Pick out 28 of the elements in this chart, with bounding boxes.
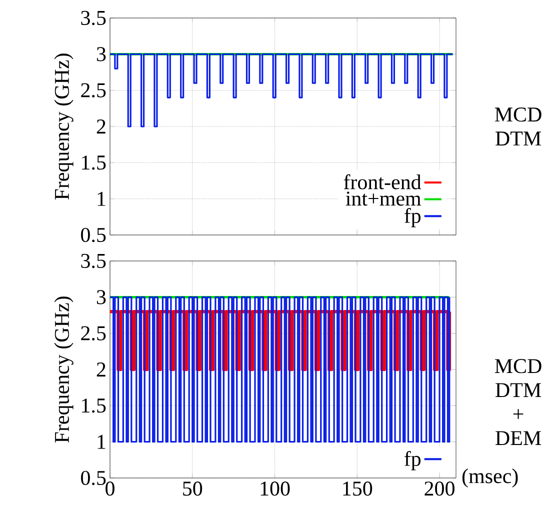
x-axis-title: (msec) <box>462 468 518 488</box>
y-tick-label: 2.5 <box>81 326 106 340</box>
y-tick-label: 0.5 <box>81 228 106 242</box>
y-tick-label: 2 <box>96 120 106 134</box>
y-tick-label: 1.5 <box>82 156 106 170</box>
y-tick-label: 3.5 <box>81 10 106 26</box>
legend-label: fp <box>404 450 421 470</box>
y-axis-title: Frequency (GHz) <box>54 296 74 443</box>
text: MCD DTM <box>494 108 542 146</box>
legend-label: fp <box>404 208 421 228</box>
y-tick-label: 2 <box>96 362 106 376</box>
text: MCD DTM + DEM <box>494 359 542 446</box>
x-tick-label: 50 <box>183 482 202 496</box>
x-tick-label: 200 <box>424 482 454 496</box>
x-tick-label: 100 <box>260 482 290 496</box>
x-tick-label: 0 <box>106 482 114 496</box>
y-tick-label: 2.5 <box>81 83 106 98</box>
legend-label: int+mem <box>346 192 422 206</box>
y-tick-label: 1 <box>98 434 106 449</box>
y-tick-label: 1.5 <box>82 398 106 413</box>
x-tick-label: 150 <box>343 482 372 496</box>
y-axis-title: Frequency (GHz) <box>54 54 74 200</box>
legend-label: front-end <box>344 174 422 190</box>
y-tick-label: 1 <box>98 192 106 206</box>
y-tick-label: 3 <box>96 290 106 304</box>
y-tick-label: 3 <box>96 47 106 62</box>
y-tick-label: 0.5 <box>81 470 106 486</box>
y-tick-label: 3.5 <box>81 254 106 268</box>
